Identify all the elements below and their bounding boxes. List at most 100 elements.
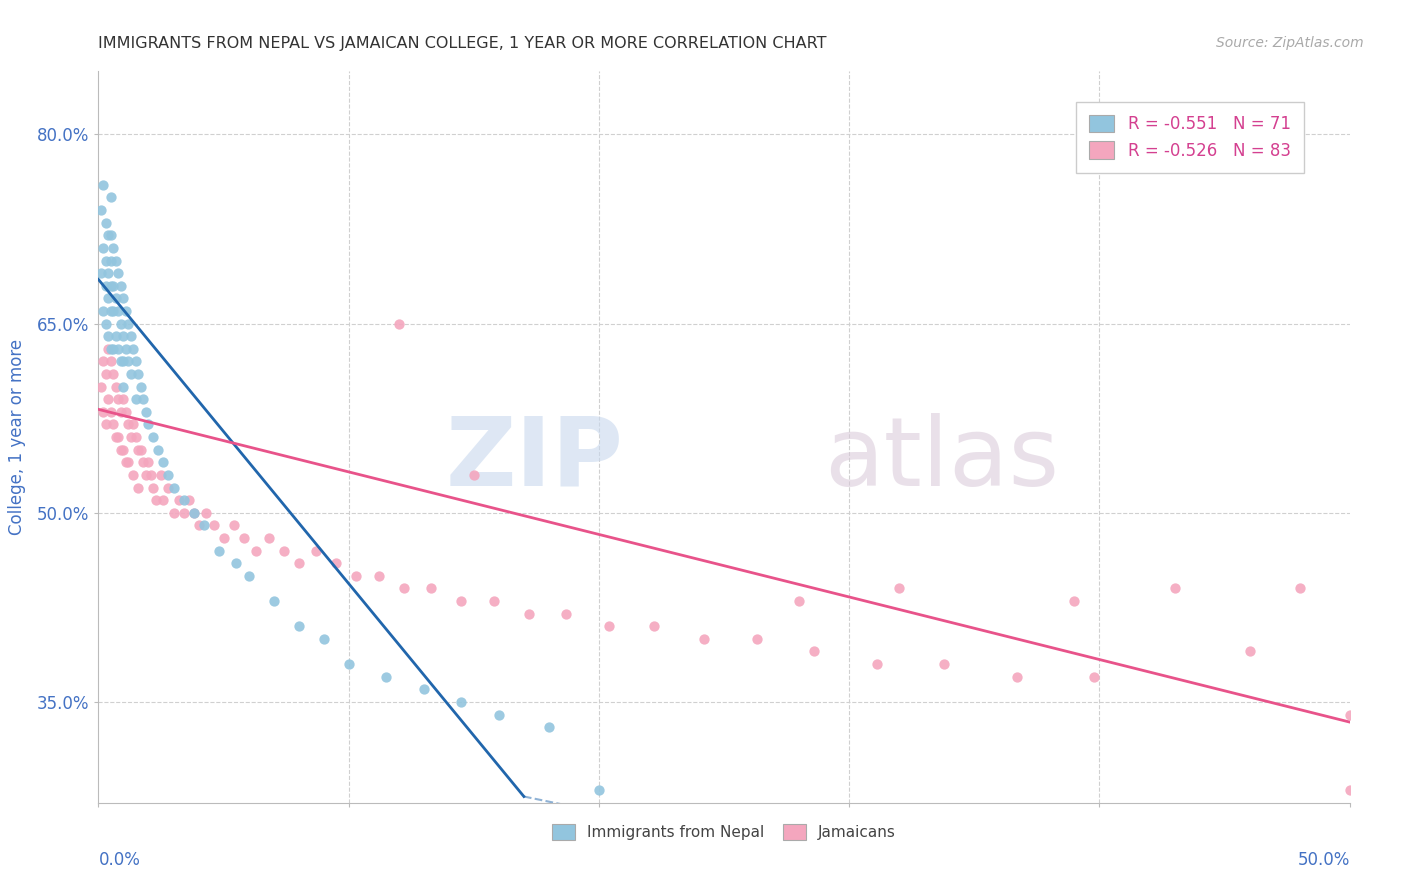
Point — [232, 531, 254, 545]
Point — [103, 304, 125, 318]
Point — [1083, 670, 1105, 684]
Text: 50.0%: 50.0% — [1298, 851, 1350, 869]
Point — [122, 342, 145, 356]
Point — [287, 556, 309, 570]
Point — [135, 467, 157, 482]
Point — [325, 556, 347, 570]
Point — [187, 518, 209, 533]
Point — [125, 354, 148, 368]
Point — [132, 392, 155, 407]
Point — [93, 304, 115, 318]
Point — [482, 594, 505, 608]
Point — [344, 569, 367, 583]
Point — [139, 467, 162, 482]
Point — [222, 518, 245, 533]
Point — [103, 417, 125, 432]
Point — [787, 594, 810, 608]
Point — [138, 417, 160, 432]
Point — [450, 594, 472, 608]
Point — [90, 266, 112, 280]
Point — [104, 253, 127, 268]
Point — [305, 543, 328, 558]
Point — [643, 619, 665, 633]
Point — [287, 619, 309, 633]
Point — [90, 379, 112, 393]
Point — [112, 291, 135, 305]
Point — [117, 354, 139, 368]
Point — [412, 682, 434, 697]
Point — [93, 405, 115, 419]
Point — [157, 481, 180, 495]
Point — [127, 367, 149, 381]
Point — [115, 405, 138, 419]
Point — [110, 405, 132, 419]
Point — [94, 216, 117, 230]
Point — [100, 190, 122, 204]
Point — [90, 203, 112, 218]
Point — [245, 543, 267, 558]
Point — [94, 253, 117, 268]
Point — [104, 379, 127, 393]
Text: 0.0%: 0.0% — [98, 851, 141, 869]
Point — [803, 644, 825, 658]
Point — [93, 354, 115, 368]
Point — [125, 392, 148, 407]
Point — [100, 253, 122, 268]
Point — [103, 342, 125, 356]
Point — [225, 556, 247, 570]
Point — [135, 405, 157, 419]
Point — [97, 266, 120, 280]
Point — [97, 291, 120, 305]
Point — [104, 329, 127, 343]
Point — [100, 304, 122, 318]
Point — [1339, 707, 1361, 722]
Y-axis label: College, 1 year or more: College, 1 year or more — [8, 339, 25, 535]
Point — [238, 569, 260, 583]
Point — [112, 379, 135, 393]
Point — [94, 417, 117, 432]
Point — [104, 430, 127, 444]
Point — [212, 531, 235, 545]
Point — [207, 543, 229, 558]
Point — [934, 657, 956, 671]
Point — [488, 707, 510, 722]
Point — [177, 493, 200, 508]
Point — [110, 278, 132, 293]
Point — [157, 467, 180, 482]
Point — [375, 670, 398, 684]
Point — [1339, 783, 1361, 797]
Text: ZIP: ZIP — [446, 412, 624, 506]
Point — [167, 493, 190, 508]
Point — [588, 783, 610, 797]
Point — [100, 228, 122, 243]
Point — [132, 455, 155, 469]
Point — [100, 342, 122, 356]
Point — [142, 430, 165, 444]
Point — [145, 493, 167, 508]
Point — [93, 178, 115, 192]
Point — [1005, 670, 1028, 684]
Point — [150, 467, 173, 482]
Point — [94, 317, 117, 331]
Point — [127, 442, 149, 457]
Point — [115, 304, 138, 318]
Point — [257, 531, 280, 545]
Point — [129, 379, 152, 393]
Text: IMMIGRANTS FROM NEPAL VS JAMAICAN COLLEGE, 1 YEAR OR MORE CORRELATION CHART: IMMIGRANTS FROM NEPAL VS JAMAICAN COLLEG… — [98, 36, 827, 51]
Point — [312, 632, 335, 646]
Point — [115, 455, 138, 469]
Point — [745, 632, 768, 646]
Point — [693, 632, 716, 646]
Point — [110, 317, 132, 331]
Point — [122, 467, 145, 482]
Point — [127, 481, 149, 495]
Point — [450, 695, 472, 709]
Point — [120, 430, 142, 444]
Point — [162, 506, 184, 520]
Point — [107, 304, 129, 318]
Point — [173, 506, 195, 520]
Point — [107, 392, 129, 407]
Point — [97, 342, 120, 356]
Point — [1063, 594, 1085, 608]
Point — [115, 342, 138, 356]
